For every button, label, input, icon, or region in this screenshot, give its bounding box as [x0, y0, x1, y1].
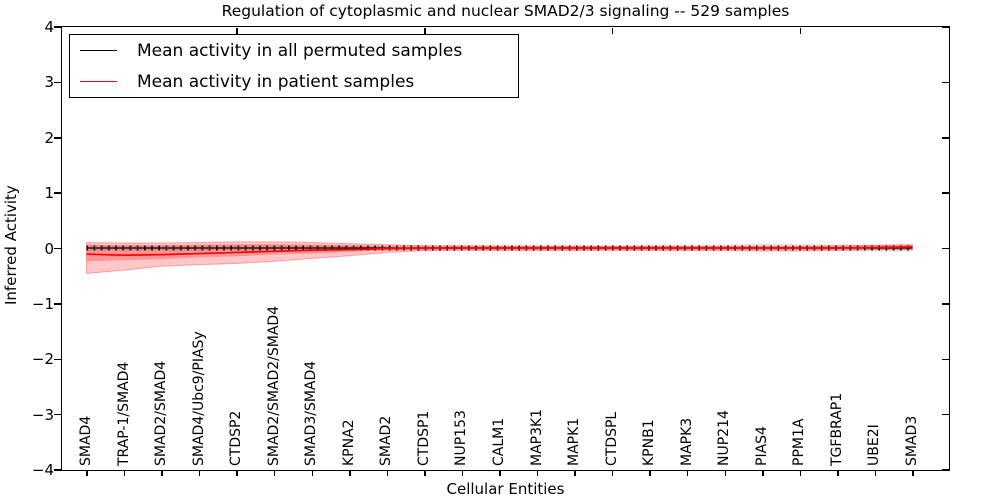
tick-mark — [236, 471, 238, 476]
tick-mark — [942, 247, 949, 250]
tick-mark — [198, 471, 201, 476]
tick-mark — [942, 137, 949, 139]
x-category-label: UBE2I — [866, 424, 883, 466]
x-category-label: TGFBRAP1 — [828, 392, 845, 466]
legend-label-patient: Mean activity in patient samples — [137, 71, 415, 92]
tick-mark — [686, 471, 689, 476]
x-category-label: MAPK3 — [678, 417, 695, 466]
x-category-label: KPNA2 — [340, 419, 357, 466]
tick-mark — [649, 471, 651, 476]
x-category-label: TRAP-1/SMAD4 — [115, 361, 132, 466]
x-category-label: CTDSP1 — [415, 410, 432, 466]
tick-mark — [349, 471, 351, 476]
tick-mark — [799, 27, 802, 34]
chart-canvas — [86, 241, 913, 275]
x-axis-label: Cellular Entities — [446, 480, 565, 498]
y-tick-label: 2 — [44, 128, 54, 147]
tick-mark — [574, 471, 576, 476]
y-tick-label: −4 — [31, 461, 54, 479]
tick-mark — [837, 471, 839, 476]
legend-line-sample-permuted — [80, 50, 117, 51]
patient-mean-line — [86, 246, 913, 257]
x-category-label: MAP3K1 — [528, 408, 545, 466]
tick-mark — [54, 137, 61, 139]
tick-mark — [724, 471, 727, 476]
tick-mark — [912, 471, 914, 476]
tick-mark — [762, 471, 764, 476]
y-tick-label: −1 — [31, 294, 54, 313]
tick-mark — [461, 471, 464, 476]
x-category-label: NUP214 — [716, 410, 733, 466]
legend-label-permuted: Mean activity in all permuted samples — [137, 40, 463, 61]
tick-mark — [54, 26, 61, 28]
tick-mark — [54, 192, 61, 194]
x-category-label: SMAD3 — [904, 415, 920, 466]
y-tick-label: −3 — [31, 405, 54, 424]
y-tick-label: 0 — [44, 239, 54, 258]
tick-mark — [499, 471, 501, 476]
x-category-label: PIAS4 — [753, 426, 770, 466]
tick-mark — [161, 471, 163, 476]
tick-mark — [54, 303, 61, 305]
x-category-label: SMAD4 — [78, 415, 94, 466]
x-category-label: KPNB1 — [641, 419, 658, 466]
tick-mark — [54, 247, 61, 250]
tick-mark — [54, 358, 61, 360]
y-tick-label: 1 — [44, 184, 54, 203]
x-category-label: SMAD2/SMAD2/SMAD4 — [265, 305, 282, 466]
tick-mark — [942, 469, 949, 471]
legend-line-sample-patient — [80, 81, 117, 82]
tick-mark — [942, 358, 949, 360]
tick-mark — [874, 471, 877, 476]
tick-mark — [942, 303, 949, 305]
x-category-label: NUP153 — [453, 410, 470, 466]
tick-mark — [942, 413, 949, 416]
x-category-label: PPM1A — [791, 418, 808, 466]
tick-mark — [311, 471, 314, 476]
x-category-label: SMAD3/SMAD4 — [303, 360, 320, 466]
tick-mark — [424, 471, 426, 476]
tick-mark — [611, 471, 614, 476]
tick-mark — [54, 81, 61, 84]
tick-mark — [273, 471, 276, 476]
chart-title: Regulation of cytoplasmic and nuclear SM… — [221, 2, 790, 20]
x-category-label: SMAD2/SMAD4 — [153, 360, 170, 466]
legend-item-permuted: Mean activity in all permuted samples — [70, 37, 518, 65]
tick-mark — [54, 469, 61, 471]
x-category-label: SMAD4/Ubc9/PIASy — [190, 331, 207, 466]
tick-mark — [942, 192, 949, 194]
tick-mark — [86, 471, 88, 476]
tick-mark — [424, 27, 426, 34]
x-category-label: CTDSPL — [603, 411, 620, 466]
x-category-label: CTDSP2 — [228, 410, 245, 466]
tick-mark — [942, 26, 949, 28]
tick-mark — [942, 81, 949, 84]
x-category-label: MAPK1 — [566, 417, 583, 466]
legend-item-patient: Mean activity in patient samples — [70, 68, 518, 96]
legend: Mean activity in all permuted samples Me… — [69, 34, 519, 98]
y-tick-label: −2 — [31, 350, 54, 369]
plot-area: SMAD4 TRAP-1/SMAD4 SMAD2/SMAD4 SMAD4/Ubc9/P… — [61, 26, 950, 471]
y-tick-label: 4 — [44, 18, 54, 36]
x-category-label: CALM1 — [491, 417, 507, 466]
tick-mark — [123, 471, 126, 476]
y-tick-label: 3 — [44, 73, 54, 92]
tick-mark — [799, 471, 802, 476]
tick-mark — [54, 413, 61, 416]
tick-mark — [236, 27, 238, 34]
tick-mark — [536, 471, 539, 476]
x-category-label: SMAD2 — [378, 415, 395, 466]
tick-mark — [386, 471, 389, 476]
tick-mark — [611, 27, 614, 34]
